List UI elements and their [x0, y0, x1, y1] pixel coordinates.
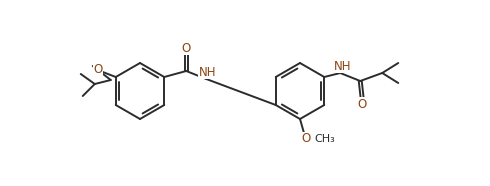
Text: O: O [182, 41, 191, 54]
Text: O: O [301, 132, 311, 145]
Text: NH: NH [334, 60, 351, 73]
Text: NH: NH [198, 65, 216, 78]
Text: O: O [93, 62, 102, 76]
Text: O: O [358, 97, 367, 110]
Text: CH₃: CH₃ [314, 134, 335, 144]
